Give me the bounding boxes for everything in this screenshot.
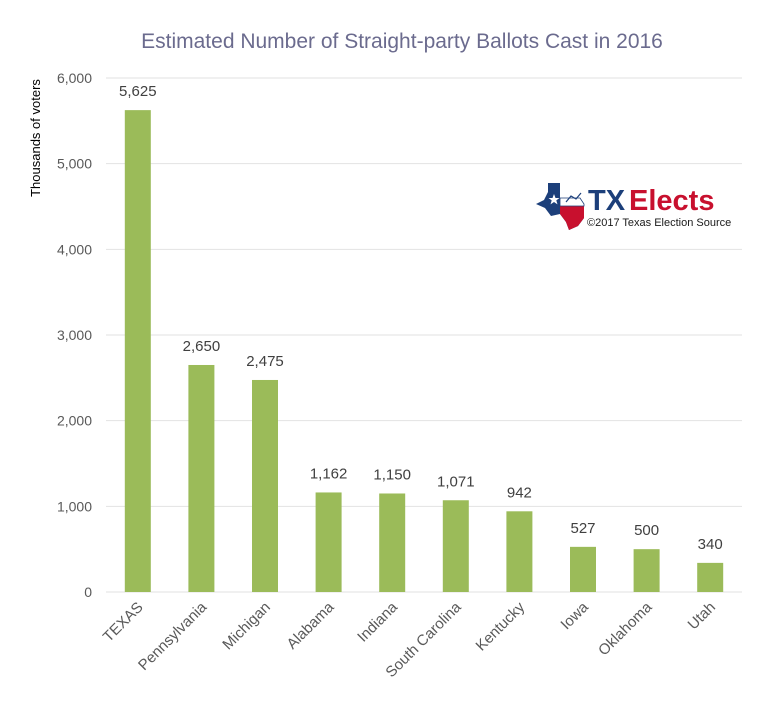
- logo-brand-elects: Elects: [629, 185, 714, 217]
- y-tick-label: 5,000: [57, 156, 92, 172]
- data-labels: 5,625 2,650 2,475 1,162 1,150 1,071 942 527 500 3…: [119, 83, 723, 553]
- y-tick-label: 2,000: [57, 413, 92, 429]
- x-tick-label: Kentucky: [473, 598, 529, 654]
- x-tick-label: TEXAS: [100, 599, 147, 646]
- bar: [379, 493, 406, 592]
- bar: [633, 549, 660, 592]
- chart-title: Estimated Number of Straight-party Ballo…: [141, 30, 663, 53]
- y-tick-label: 3,000: [57, 327, 92, 343]
- y-tick-label: 0: [84, 584, 92, 600]
- logo-subtitle: ©2017 Texas Election Source: [587, 217, 731, 229]
- bar: [252, 379, 278, 592]
- x-tick-label: Indiana: [354, 598, 401, 645]
- bar-value-label: 2,650: [183, 338, 221, 355]
- bar-value-label: 942: [507, 484, 532, 501]
- bar-value-label: 2,475: [246, 353, 284, 370]
- y-tick-label: 4,000: [57, 241, 92, 257]
- bar-value-label: 500: [634, 522, 659, 539]
- y-axis-label: Thousands of voters: [28, 79, 43, 197]
- x-tick-label: Oklahoma: [595, 598, 656, 659]
- logo-brand-tx: TX: [588, 185, 626, 217]
- bar: [188, 364, 215, 592]
- y-tick-label: 6,000: [57, 70, 92, 86]
- bar-value-label: 1,150: [373, 466, 411, 483]
- x-tick-label: Iowa: [557, 598, 592, 633]
- bar: [315, 492, 342, 592]
- x-tick-label: Alabama: [284, 598, 338, 652]
- y-axis-ticks: 0 1,000 2,000 3,000 4,000 5,000 6,000: [57, 70, 92, 600]
- bar-value-label: 5,625: [119, 83, 157, 100]
- bar-value-label: 527: [570, 520, 595, 537]
- bar-value-label: 340: [698, 536, 723, 553]
- bar-value-label: 1,162: [310, 465, 348, 482]
- bar: [124, 110, 151, 592]
- bar: [570, 546, 596, 592]
- x-tick-label: Pennsylvania: [135, 598, 211, 674]
- bar: [442, 500, 469, 592]
- x-tick-label: Michigan: [219, 599, 273, 653]
- x-tick-label: Utah: [685, 599, 719, 633]
- y-tick-label: 1,000: [57, 498, 92, 514]
- txelects-logo: TX Elects ©2017 Texas Election Source: [536, 183, 731, 230]
- bar: [697, 562, 724, 592]
- texas-flag-icon: [536, 183, 585, 230]
- bar-value-label: 1,071: [437, 473, 475, 490]
- bars: [124, 110, 724, 592]
- bar: [506, 511, 533, 592]
